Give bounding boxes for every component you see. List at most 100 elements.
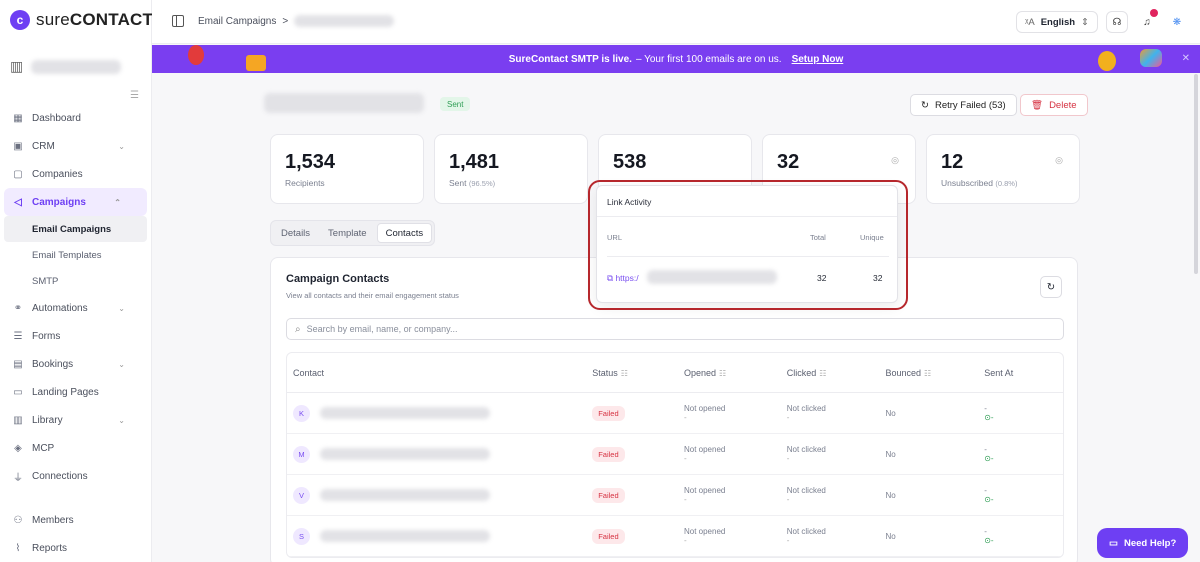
close-icon[interactable]: ✕ [1181, 53, 1190, 64]
sidebar-item-forms[interactable]: ☰ Forms [0, 322, 151, 350]
support-button[interactable]: ☊ [1106, 11, 1128, 33]
table-row[interactable]: K Failed Not opened - Not clicked - No - ⊙- [287, 393, 1063, 434]
logo[interactable]: c sureCONTACT [10, 10, 153, 30]
chevron-down-icon: ⌄ [118, 141, 125, 151]
setup-now-link[interactable]: Setup Now [791, 53, 844, 65]
sidebar: c sureCONTACT ▥ ☰ ▦ Dashboard ▣ CRM ⌄ ▢ Comp… [0, 0, 153, 562]
sidebar-item-landing-pages[interactable]: ▭ Landing Pages [0, 378, 151, 406]
divider [607, 256, 889, 257]
brand-app-button[interactable]: ❋ [1166, 11, 1188, 33]
status-badge: Failed [592, 446, 625, 462]
tab-details[interactable]: Details [281, 227, 311, 239]
gift-icon [246, 55, 266, 71]
sidebar-item-reports[interactable]: ⌇ Reports [0, 534, 151, 562]
balloon-icon [188, 45, 204, 65]
filter-icon[interactable]: ☷ [819, 368, 827, 378]
sidebar-nav: ▦ Dashboard ▣ CRM ⌄ ▢ Companies ◁ Campaigns ⌃ … [0, 104, 151, 562]
popover-title: Link Activity [607, 197, 652, 207]
chat-icon: ▭ [1109, 537, 1118, 549]
filter-icon[interactable]: ☷ [924, 368, 932, 378]
main-content: Sent ↻ Retry Failed (53) 🗑 Delete 1,534 Re… [152, 73, 1200, 562]
library-icon: ▥ [13, 414, 23, 426]
status-badge: Failed [592, 487, 625, 503]
notifications-button[interactable]: ♫ [1136, 9, 1158, 33]
refresh-icon: ↻ [921, 99, 929, 111]
brand-icon: ❋ [1172, 16, 1182, 28]
headset-icon: ☊ [1112, 16, 1122, 28]
need-help-button[interactable]: ▭ Need Help? [1097, 528, 1189, 558]
card-subtitle: View all contacts and their email engage… [286, 291, 459, 300]
chart-icon: ⌇ [15, 542, 21, 554]
chevron-up-icon: ⌃ [114, 197, 121, 207]
link-url[interactable]: ⧉ https:/ [607, 273, 639, 283]
avatar: V [293, 486, 310, 504]
table-row[interactable]: V Failed Not opened - Not clicked - No - ⊙- [287, 475, 1063, 516]
tab-contacts[interactable]: Contacts [376, 223, 433, 243]
contact-card-icon: ▣ [13, 140, 23, 152]
tab-template[interactable]: Template [328, 227, 367, 239]
delete-button[interactable]: 🗑 Delete [1020, 94, 1088, 116]
grid-icon: ▦ [13, 112, 23, 124]
filter-icon[interactable]: ☷ [719, 368, 727, 378]
sidebar-item-members[interactable]: ⚇ Members [0, 506, 151, 534]
breadcrumb-campaign-redacted [294, 15, 395, 27]
avatar: M [293, 445, 310, 463]
avatar: K [293, 404, 310, 422]
table-row[interactable]: M Failed Not opened - Not clicked - No - ⊙- [287, 434, 1063, 475]
breadcrumb-separator: > [282, 15, 289, 27]
clock-icon: ⊙ [984, 454, 991, 463]
promo-banner: SureContact SMTP is live. – Your first 1… [152, 45, 1200, 73]
breadcrumb-email-campaigns[interactable]: Email Campaigns [198, 15, 277, 27]
divider [597, 216, 897, 217]
notification-dot [1150, 9, 1158, 17]
clock-icon: ⊙ [984, 536, 991, 545]
sidebar-item-library[interactable]: ▥ Library ⌄ [0, 406, 151, 434]
calendar-icon: ▤ [13, 358, 23, 370]
clock-icon: ⊙ [984, 495, 991, 504]
status-badge: Failed [592, 405, 625, 421]
sidebar-item-automations[interactable]: ⚭ Automations ⌄ [0, 294, 151, 322]
table-row[interactable]: S Failed Not opened - Not clicked - No - ⊙- [287, 516, 1063, 557]
sidebar-item-connections[interactable]: ⏚ Connections [0, 462, 151, 490]
collapse-sidebar-icon[interactable]: ☰ [130, 90, 139, 101]
form-icon: ☰ [13, 330, 23, 342]
translate-icon: ᵡA [1025, 16, 1035, 28]
sidebar-item-bookings[interactable]: ▤ Bookings ⌄ [0, 350, 151, 378]
mcp-icon: ◈ [14, 442, 22, 454]
sidebar-subitem-email-templates[interactable]: Email Templates [32, 249, 102, 261]
sidebar-subitem-smtp[interactable]: SMTP [32, 275, 59, 287]
sidebar-item-crm[interactable]: ▣ CRM ⌄ [0, 132, 151, 160]
refresh-contacts-button[interactable]: ↻ [1040, 276, 1062, 298]
retry-failed-button[interactable]: ↻ Retry Failed (53) [910, 94, 1017, 116]
contact-redacted [320, 489, 490, 501]
chevron-down-icon: ⌄ [118, 303, 125, 313]
building-icon: ▢ [13, 168, 23, 180]
users-icon: ⚇ [13, 514, 23, 526]
avatar: S [293, 527, 310, 545]
contact-redacted [320, 407, 490, 419]
eye-icon[interactable]: ◎ [1055, 155, 1063, 165]
sidebar-item-companies[interactable]: ▢ Companies [0, 160, 151, 188]
campaign-contacts-card: Campaign Contacts View all contacts and … [270, 257, 1078, 562]
sidebar-item-campaigns[interactable]: ◁ Campaigns ⌃ [4, 188, 147, 216]
workspace-switcher[interactable]: ▥ [10, 58, 122, 75]
link-activity-popover: Link Activity URL Total Unique ⧉ https:/… [596, 185, 898, 303]
eye-icon[interactable]: ◎ [891, 155, 899, 165]
contacts-table: Contact Status ☷ Opened ☷ Clicked ☷ Bounced… [286, 352, 1064, 558]
stat-card-unsubscribed[interactable]: 12 Unsubscribed (0.8%) ◎ [926, 134, 1080, 204]
chevron-down-icon: ⌄ [118, 415, 125, 425]
sidebar-item-dashboard[interactable]: ▦ Dashboard [0, 104, 151, 132]
scrollbar[interactable] [1194, 74, 1198, 274]
sidebar-item-mcp[interactable]: ◈ MCP [0, 434, 151, 462]
toggle-sidebar-icon[interactable] [172, 15, 184, 27]
search-input[interactable] [306, 324, 1007, 334]
chevron-updown-icon: ⇕ [1081, 16, 1089, 28]
filter-icon[interactable]: ☷ [620, 368, 628, 378]
top-bar: Email Campaigns > ᵡA English ⇕ ☊ ♫ ❋ [152, 0, 1200, 44]
confetti-icon [1140, 49, 1162, 67]
megaphone-icon: ◁ [14, 196, 22, 208]
language-select[interactable]: ᵡA English ⇕ [1016, 11, 1098, 33]
contact-redacted [320, 530, 490, 542]
logo-icon: c [10, 10, 30, 30]
sidebar-subitem-email-campaigns[interactable]: Email Campaigns [4, 216, 147, 242]
